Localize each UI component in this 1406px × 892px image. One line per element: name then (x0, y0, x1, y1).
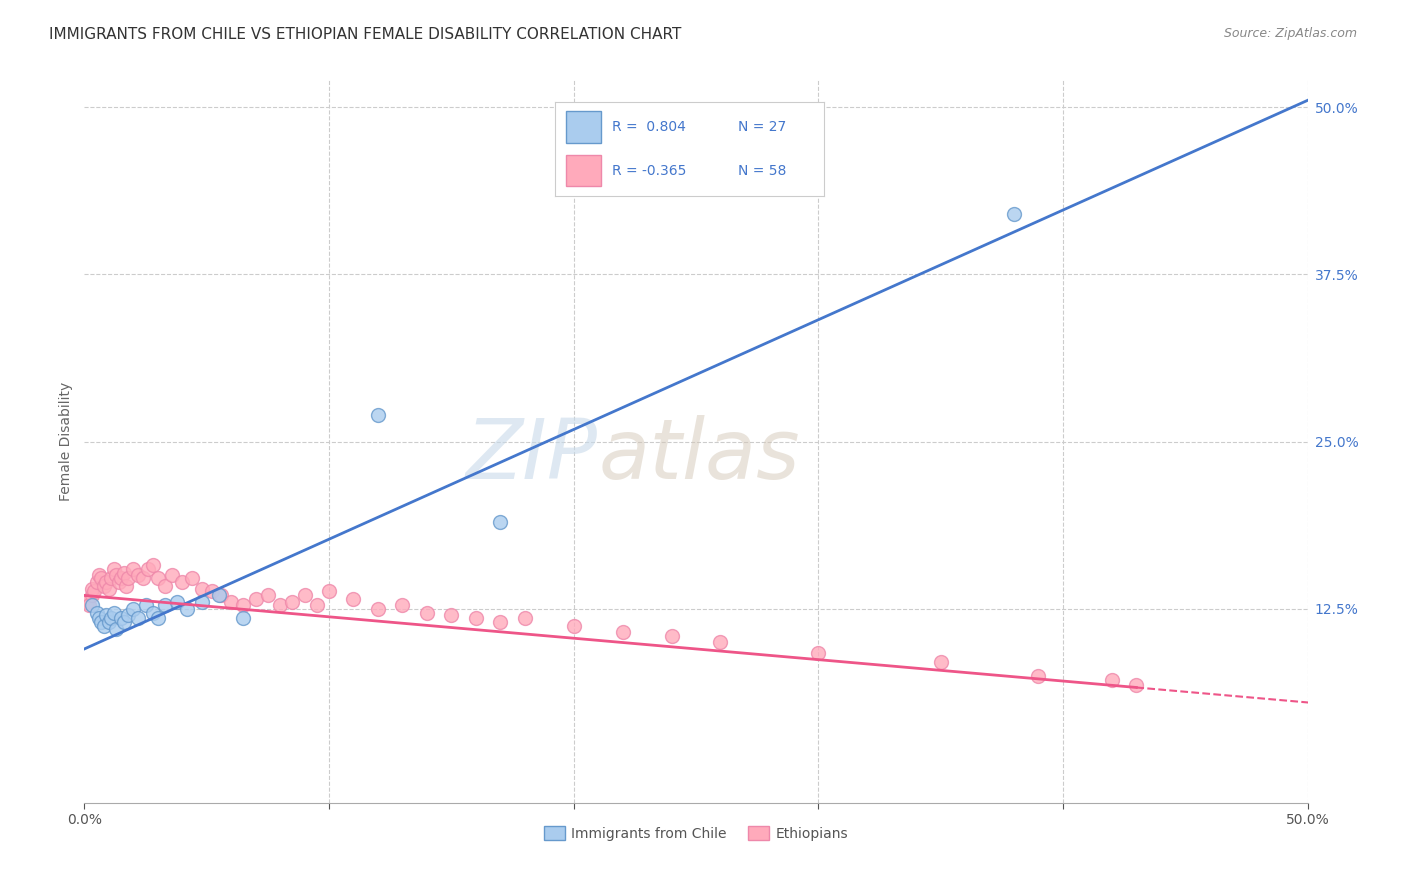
Point (80, 582, 103, 596)
Point (100, 611, 122, 625)
Point (153, 598, 176, 612)
Point (97, 615, 120, 630)
Point (90, 615, 112, 630)
Point (105, 568, 128, 582)
Text: Source: ZipAtlas.com: Source: ZipAtlas.com (1223, 27, 1357, 40)
Point (153, 579, 176, 593)
Point (146, 571, 169, 585)
Point (80, 598, 103, 612)
Point (440, 608, 463, 623)
Point (200, 584, 222, 599)
Point (117, 571, 139, 585)
Point (107, 575, 129, 590)
Point (105, 622, 128, 636)
Point (117, 608, 139, 623)
Point (90, 571, 112, 585)
Point (294, 589, 316, 603)
Point (110, 611, 132, 625)
Point (110, 571, 132, 585)
Point (416, 606, 439, 620)
Point (135, 598, 157, 612)
Y-axis label: Female Disability: Female Disability (59, 382, 73, 501)
Point (93, 579, 115, 593)
Point (100, 571, 122, 585)
Point (162, 568, 184, 582)
Point (96, 575, 118, 590)
Point (77, 598, 100, 612)
Point (146, 611, 169, 625)
Text: IMMIGRANTS FROM CHILE VS ETHIOPIAN FEMALE DISABILITY CORRELATION CHART: IMMIGRANTS FROM CHILE VS ETHIOPIAN FEMAL… (49, 27, 682, 42)
Point (232, 598, 254, 612)
Point (122, 602, 145, 616)
Point (176, 602, 198, 616)
Point (127, 568, 149, 582)
Point (86, 575, 108, 590)
Point (142, 558, 165, 572)
Point (87, 568, 110, 582)
Point (136, 562, 159, 576)
Point (209, 589, 232, 603)
Point (1125, 678, 1147, 692)
Text: atlas: atlas (598, 416, 800, 497)
Point (115, 579, 138, 593)
Point (807, 646, 830, 660)
Point (191, 595, 214, 609)
Point (342, 592, 364, 607)
Point (281, 595, 304, 609)
Point (132, 571, 155, 585)
Point (181, 571, 204, 585)
Point (97, 582, 120, 596)
Point (464, 611, 486, 625)
Point (80, 589, 103, 603)
Point (562, 619, 585, 633)
Point (391, 598, 413, 612)
Point (142, 606, 165, 620)
Point (103, 562, 125, 576)
Point (93, 619, 115, 633)
Legend: Immigrants from Chile, Ethiopians: Immigrants from Chile, Ethiopians (538, 821, 853, 847)
Point (86, 606, 108, 620)
Text: ZIP: ZIP (467, 416, 598, 497)
Point (661, 629, 683, 643)
Point (1101, 673, 1123, 687)
Point (122, 562, 145, 576)
Point (269, 598, 291, 612)
Point (87, 611, 110, 625)
Point (305, 598, 328, 612)
Point (172, 575, 194, 590)
Point (929, 655, 952, 669)
Point (513, 611, 536, 625)
Point (76, 595, 98, 609)
Point (1002, 207, 1025, 221)
Point (1028, 669, 1050, 683)
Point (257, 589, 280, 603)
Point (367, 408, 389, 422)
Point (489, 615, 512, 630)
Point (103, 606, 125, 620)
Point (709, 635, 731, 649)
Point (83, 584, 105, 599)
Point (318, 584, 340, 599)
Point (219, 595, 242, 609)
Point (232, 611, 254, 625)
Point (191, 582, 214, 596)
Point (96, 608, 118, 623)
Point (112, 566, 135, 580)
Point (245, 592, 267, 607)
Point (489, 515, 512, 529)
Point (127, 611, 149, 625)
Point (166, 595, 188, 609)
Point (612, 624, 634, 639)
Point (112, 615, 135, 630)
Point (367, 602, 389, 616)
Point (208, 589, 231, 603)
